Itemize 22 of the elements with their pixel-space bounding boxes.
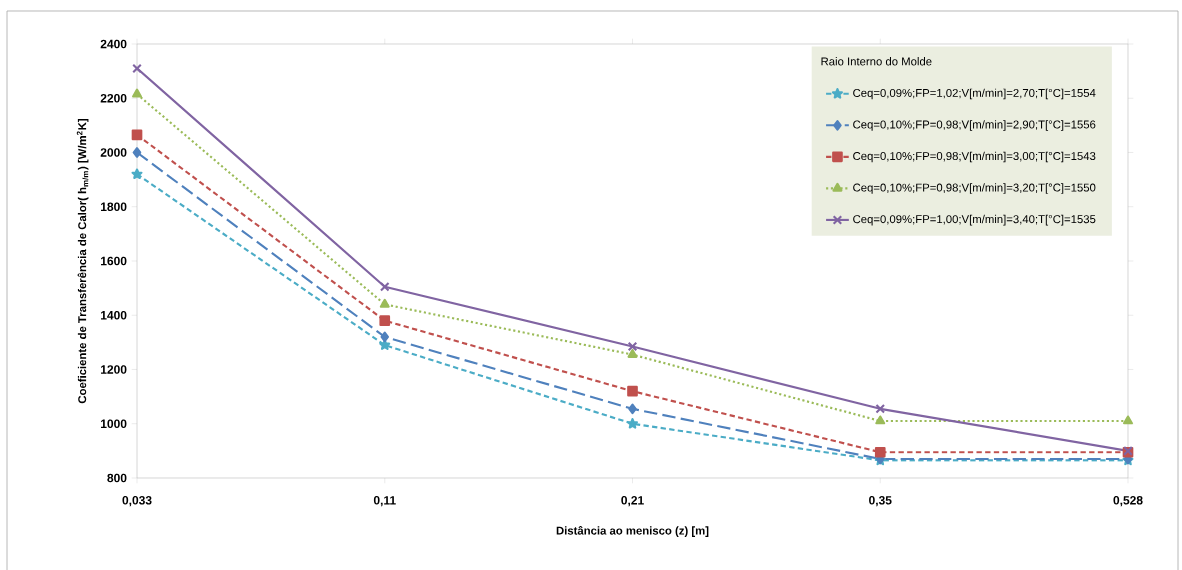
x-tick-label: 0,35	[869, 496, 892, 507]
x-tick-label: 0,033	[122, 496, 152, 507]
legend-label: Ceq=0,09%;FP=1,00;V[m/min]=3,40;T[°C]=1535	[853, 214, 1096, 226]
x-tick-label: 0,11	[373, 496, 396, 507]
legend-label: Ceq=0,10%;FP=0,98;V[m/min]=2,90;T[°C]=1556	[853, 120, 1096, 131]
y-tick-label: 2400	[100, 39, 127, 49]
y-tick-label: 1400	[101, 310, 127, 320]
y-axis-title: Coeficiente de Transferência de Calor( h$_{m/m}$) [W/m$^{2}$K]	[76, 118, 89, 404]
x-tick-label: 0,528	[1113, 496, 1143, 507]
y-tick-label: 1600	[101, 256, 127, 266]
y-tick-label: 2000	[100, 148, 127, 157]
y-tick-label: 1800	[101, 202, 127, 211]
y-tick-label: 1000	[101, 419, 127, 428]
legend-label: Ceq=0,10%;FP=0,98;V[m/min]=3,20;T[°C]=1550	[853, 183, 1096, 194]
x-axis-title: Distância ao menisco (z) [m]	[556, 526, 709, 537]
y-tick-label: 1200	[101, 365, 127, 374]
legend-title: Raio Interno do Molde	[821, 57, 932, 66]
legend-label: Ceq=0,09%;FP=1,02;V[m/min]=2,70;T[°C]=1554	[853, 88, 1096, 100]
x-tick-label: 0,21	[621, 496, 644, 507]
y-tick-label: 800	[107, 473, 127, 483]
legend-label: Ceq=0,10%;FP=0,98;V[m/min]=3,00;T[°C]=1543	[853, 151, 1096, 163]
y-tick-label: 2200	[100, 93, 127, 103]
